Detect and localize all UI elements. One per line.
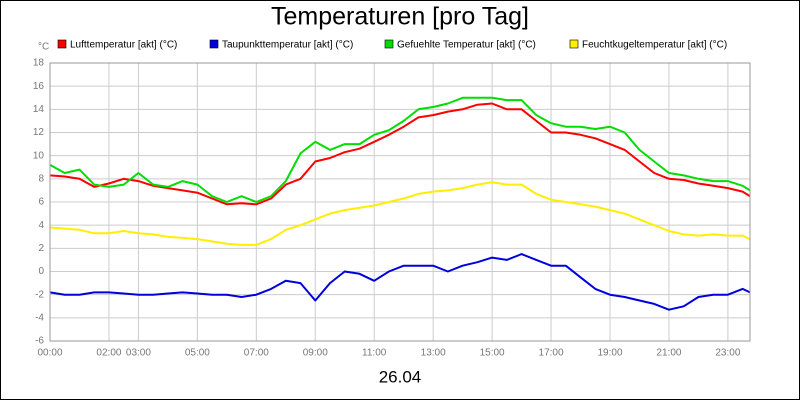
x-tick-label: 03:00 bbox=[126, 348, 151, 359]
legend-label: Lufttemperatur [akt] (°C) bbox=[70, 40, 177, 51]
y-tick-label: 10 bbox=[33, 150, 45, 161]
y-tick-label: 16 bbox=[33, 81, 45, 92]
chart-title: Temperaturen [pro Tag] bbox=[271, 3, 529, 31]
series-line bbox=[49, 253, 751, 311]
x-tick-label: 02:00 bbox=[96, 348, 121, 359]
y-tick-label: 2 bbox=[38, 243, 44, 254]
x-tick-label: 07:00 bbox=[244, 348, 269, 359]
y-axis-label: °C bbox=[38, 42, 49, 53]
legend-swatch bbox=[57, 39, 67, 49]
y-tick-label: 8 bbox=[38, 173, 44, 184]
legend-swatch bbox=[209, 39, 219, 49]
x-axis-label: 26.04 bbox=[379, 367, 422, 386]
series-line bbox=[49, 96, 751, 203]
x-tick-label: 11:00 bbox=[362, 348, 387, 359]
plot-border bbox=[49, 62, 751, 342]
y-tick-label: -6 bbox=[35, 336, 44, 347]
x-tick-label: 19:00 bbox=[597, 348, 622, 359]
series-line bbox=[49, 181, 751, 246]
series-line bbox=[49, 102, 751, 206]
x-tick-label: 23:00 bbox=[715, 348, 740, 359]
legend-label: Gefuehlte Temperatur [akt] (°C) bbox=[397, 40, 536, 51]
x-tick-label: 00:00 bbox=[37, 348, 62, 359]
x-tick-label: 05:00 bbox=[185, 348, 210, 359]
x-tick-label: 13:00 bbox=[421, 348, 446, 359]
y-tick-label: 18 bbox=[33, 58, 45, 69]
legend-label: Feuchtkugeltemperatur [akt] (°C) bbox=[582, 40, 727, 51]
y-tick-label: -4 bbox=[35, 312, 44, 323]
x-tick-label: 09:00 bbox=[303, 348, 328, 359]
y-tick-label: 4 bbox=[38, 220, 44, 231]
x-tick-label: 15:00 bbox=[480, 348, 505, 359]
y-tick-label: 6 bbox=[38, 197, 44, 208]
legend-swatch bbox=[384, 39, 394, 49]
lines bbox=[49, 96, 751, 311]
x-tick-label: 21:00 bbox=[656, 348, 681, 359]
legend-swatch bbox=[569, 39, 579, 49]
y-tick-label: -2 bbox=[35, 289, 44, 300]
y-tick-label: 0 bbox=[38, 266, 44, 277]
x-tick-label: 17:00 bbox=[539, 348, 564, 359]
y-tick-label: 12 bbox=[33, 127, 45, 138]
y-tick-label: 14 bbox=[33, 104, 45, 115]
legend-label: Taupunkttemperatur [akt] (°C) bbox=[222, 40, 353, 51]
